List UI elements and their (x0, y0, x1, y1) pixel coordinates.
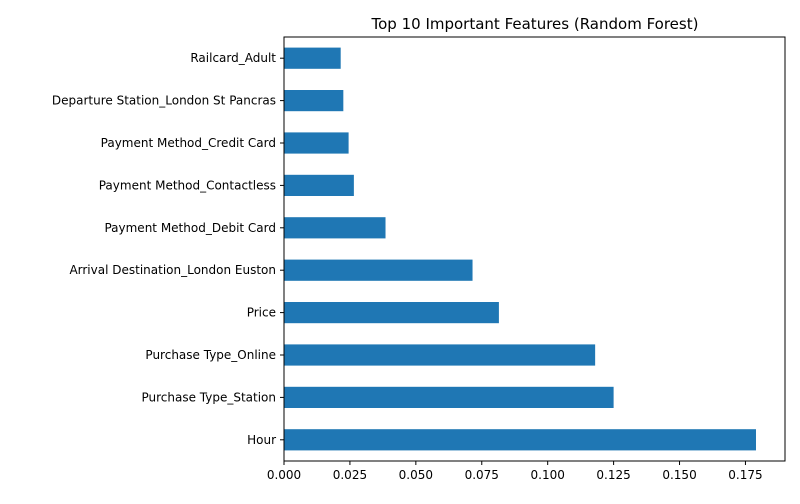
x-tick-label: 0.175 (728, 468, 762, 482)
y-tick-label: Payment Method_Contactless (99, 178, 276, 192)
x-tick-label: 0.000 (267, 468, 301, 482)
x-tick-label: 0.100 (531, 468, 565, 482)
y-tick-label: Arrival Destination_London Euston (69, 263, 276, 277)
y-tick-label: Hour (247, 433, 276, 447)
y-tick-label: Departure Station_London St Pancras (52, 94, 276, 108)
bar (284, 259, 473, 281)
y-axis: Hour Purchase Type_Station Purchase Type_O… (52, 51, 284, 447)
y-tick-label: Railcard_Adult (190, 51, 276, 65)
y-tick-label: Purchase Type_Online (145, 348, 276, 362)
y-tick-label: Price (247, 306, 276, 320)
x-tick-label: 0.150 (662, 468, 696, 482)
bar (284, 386, 614, 408)
chart-title: Top 10 Important Features (Random Forest… (371, 15, 699, 33)
bar (284, 429, 756, 451)
y-tick-label: Payment Method_Credit Card (101, 136, 276, 150)
bar (284, 47, 341, 69)
x-axis: 0.000 0.025 0.050 0.075 0.100 0.125 0.150 0.175 (267, 461, 763, 482)
bars-group (284, 47, 756, 451)
y-tick-label: Payment Method_Debit Card (104, 221, 276, 235)
plot-frame (283, 36, 786, 462)
x-tick-label: 0.075 (465, 468, 499, 482)
bar (284, 90, 344, 112)
bar (284, 132, 349, 154)
bar (284, 174, 354, 196)
x-tick-label: 0.050 (399, 468, 433, 482)
bar (284, 217, 386, 239)
x-tick-label: 0.125 (596, 468, 630, 482)
x-tick-label: 0.025 (333, 468, 367, 482)
bar (284, 302, 499, 324)
y-tick-label: Purchase Type_Station (141, 390, 276, 404)
bar (284, 344, 596, 366)
